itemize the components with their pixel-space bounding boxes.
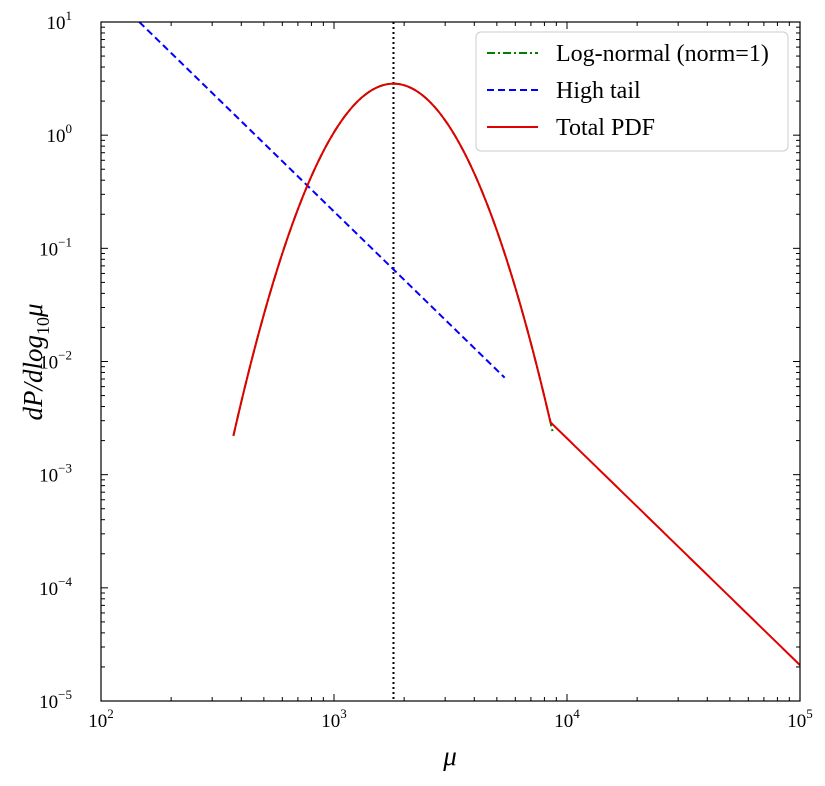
legend-box xyxy=(475,31,789,152)
series-line-high-tail xyxy=(138,22,506,379)
y-tick-label-exponent: 0 xyxy=(66,121,73,136)
y-tick-label: 10−5 xyxy=(39,687,72,713)
y-tick-label-base: 10 xyxy=(39,692,58,713)
y-tick-label: 10−4 xyxy=(39,574,72,600)
x-tick-label-base: 10 xyxy=(321,711,340,732)
y-tick-label-base: 10 xyxy=(47,126,66,147)
y-tick-label-base: 10 xyxy=(39,353,58,374)
y-tick-label-exponent: −4 xyxy=(58,574,72,589)
y-axis-label: dP/dlog10μ xyxy=(18,303,53,420)
x-tick-label-base: 10 xyxy=(787,711,806,732)
y-tick-label-base: 10 xyxy=(39,466,58,487)
y-tick-label: 10−3 xyxy=(39,461,72,487)
y-tick-label: 100 xyxy=(47,121,73,147)
x-tick-label-exponent: 4 xyxy=(573,706,580,721)
x-tick-label-base: 10 xyxy=(554,711,573,732)
x-tick-label-exponent: 2 xyxy=(107,706,114,721)
x-tick-label-exponent: 3 xyxy=(340,706,347,721)
y-tick-label-exponent: 1 xyxy=(66,8,73,23)
legend-label: Total PDF xyxy=(556,115,655,141)
y-tick-label-base: 10 xyxy=(47,13,66,34)
y-tick-label-exponent: −3 xyxy=(58,461,72,476)
y-tick-label-exponent: −5 xyxy=(58,687,72,702)
axis-ticks xyxy=(100,22,800,702)
y-tick-label: 10−2 xyxy=(39,348,72,374)
legend-label: Log-normal (norm=1) xyxy=(556,41,769,67)
legend-label: High tail xyxy=(556,78,641,104)
series-layer xyxy=(138,22,800,701)
y-tick-label-exponent: −1 xyxy=(58,234,72,249)
series-line-total-pdf xyxy=(232,82,800,666)
x-tick-label-base: 10 xyxy=(88,711,107,732)
x-tick-label-exponent: 5 xyxy=(806,706,813,721)
x-tick-label: 104 xyxy=(554,706,580,732)
y-tick-label: 10−1 xyxy=(39,234,72,260)
legend: Log-normal (norm=1) High tail Total PDF xyxy=(475,31,789,152)
x-tick-label: 103 xyxy=(321,706,347,732)
y-tick-label: 101 xyxy=(47,8,73,34)
y-tick-label-exponent: −2 xyxy=(58,348,72,363)
y-tick-label-base: 10 xyxy=(39,239,58,260)
x-tick-label: 105 xyxy=(787,706,813,732)
x-axis-label: μ xyxy=(442,741,457,771)
x-tick-label: 102 xyxy=(88,706,114,732)
plot-frame xyxy=(100,21,801,702)
y-tick-label-base: 10 xyxy=(39,579,58,600)
